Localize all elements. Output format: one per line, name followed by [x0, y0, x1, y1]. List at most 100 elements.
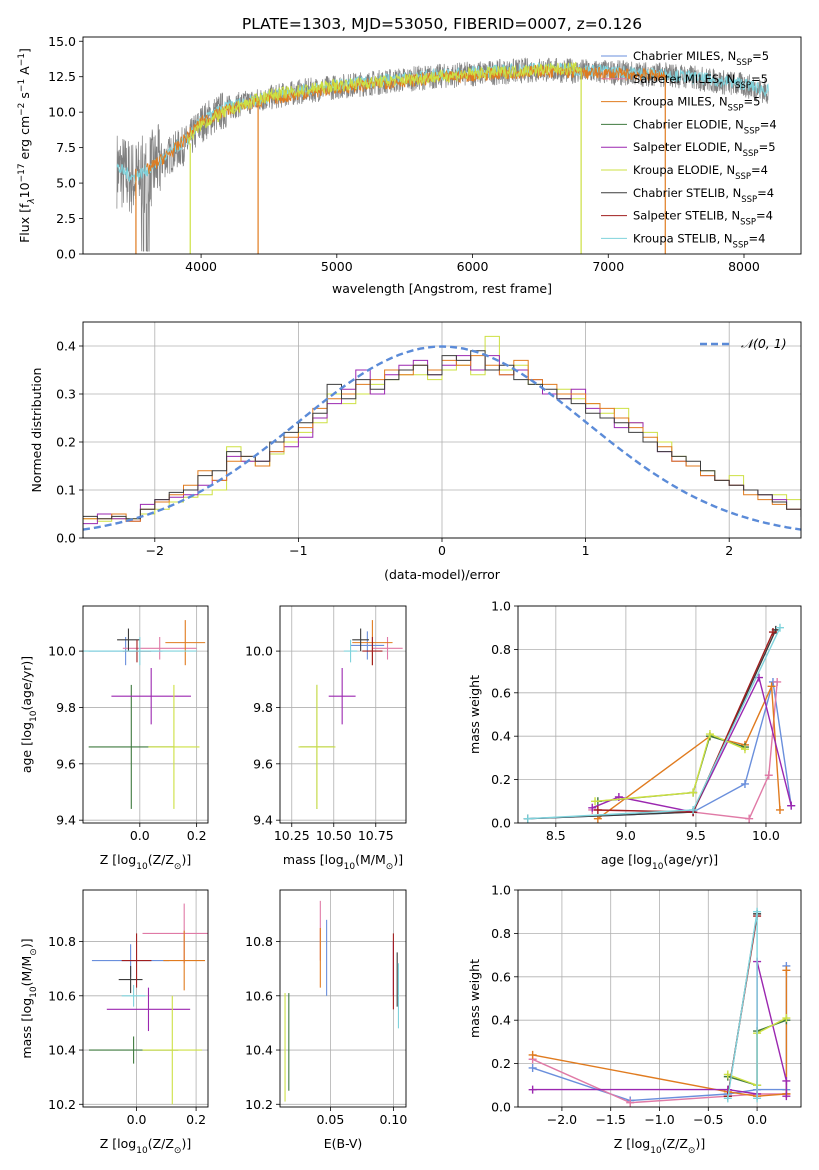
mass-weight-vs-z-panel: −2.0 −1.5 −1.0 −0.5 0.0 0.0 0.2 0.4 0.6 0.8 1.0 Z [… [467, 883, 802, 1156]
histogram-step-line [83, 350, 801, 538]
label-part: −1 [17, 79, 27, 92]
spectrum-panel: 4000 5000 6000 7000 8000 0.0 2.5 5.0 7.5 10.0 12.5… [17, 34, 802, 296]
label-part: )] [181, 852, 191, 867]
errorbar-point [165, 620, 206, 666]
spectrum-legend: Chabrier MILES, NSSP=5 Salpeter MILES, NS… [601, 49, 777, 250]
y-tick-label: 10.4 [245, 1043, 273, 1058]
errorbar-point [111, 668, 191, 725]
weight-plot-area [523, 623, 796, 823]
errorbar-point [148, 684, 200, 809]
x-tick-label: 8000 [728, 259, 760, 274]
legend-sub: SSP [740, 218, 756, 228]
weight-marker [626, 1098, 635, 1107]
weight-plot-area [528, 907, 791, 1107]
axis-label: Z [log10(Z/Z⊙)] [100, 852, 191, 872]
errorbar-point [298, 684, 336, 809]
y-tick-label: 0.3 [56, 387, 76, 402]
y-tick-label: 0.2 [56, 435, 76, 450]
label-part: (age [663, 852, 691, 867]
label-part: Z [log [100, 852, 136, 867]
mass-vs-z-panel: 0.0 0.210.210.410.610.8Z [log10(Z/Z⊙)]mas… [19, 889, 209, 1156]
label-part: Z [log [614, 1136, 650, 1151]
y-tick-label: 10.2 [245, 1097, 273, 1112]
y-tick-label: 0.0 [56, 531, 76, 546]
errorbar-point [83, 637, 197, 666]
weight-marker [782, 1076, 791, 1085]
y-tick-label: 10.4 [48, 1043, 76, 1058]
y-tick-label: 0.4 [56, 339, 76, 354]
errorbar-point [372, 637, 403, 660]
x-tick-label: 0.0 [130, 828, 150, 843]
x-tick-label: −1 [289, 543, 307, 558]
x-tick-label: 4000 [185, 259, 217, 274]
legend-entry-label: Chabrier MILES, NSSP=5 [633, 49, 769, 68]
label-part: E(B-V) [324, 1136, 363, 1151]
weight-marker [528, 1085, 537, 1094]
weight-marker [528, 1050, 537, 1059]
errorbar-plot-area [88, 903, 208, 1105]
weight-marker [768, 628, 777, 637]
label-part: /M [371, 852, 386, 867]
x-tick-label: 10.25 [274, 828, 310, 843]
y-tick-label: 10.2 [48, 1097, 76, 1112]
label-part: (Z [662, 1136, 675, 1151]
legend-text: Salpeter ELODIE, N [633, 140, 743, 154]
weight-marker [689, 788, 698, 797]
weight-marker [593, 805, 602, 814]
errorbar-point [142, 995, 203, 1105]
x-tick-label: −1.0 [644, 1112, 674, 1127]
label-part: (data-model)/error [384, 567, 501, 582]
weight-marker [753, 907, 762, 916]
x-tick-label: 0.0 [127, 1112, 147, 1127]
normal-curve-line [83, 345, 801, 531]
weight-marker [740, 779, 749, 788]
x-tick-label: −2.0 [547, 1112, 577, 1127]
y-tick-label: 0.6 [491, 685, 511, 700]
label-part: 10 [17, 182, 32, 198]
label-part: /Z [161, 1136, 174, 1151]
weight-marker [740, 745, 749, 754]
legend-sub: SSP [736, 58, 752, 68]
x-tick-label: 9.0 [616, 828, 636, 843]
age-vs-z-panel: 0.0 0.29.49.69.810.0Z [log10(Z/Z⊙)]age [l… [19, 605, 209, 872]
residuals-plot-area [83, 335, 801, 538]
y-tick-label: 0.0 [56, 247, 76, 262]
label-part: 10 [650, 1146, 662, 1156]
label-part: ⊙ [174, 862, 182, 872]
legend-sub: SSP [735, 81, 751, 91]
label-part: /M [19, 956, 34, 971]
observed-spectrum-line [116, 57, 769, 252]
y-tick-label: 9.4 [56, 813, 76, 828]
y-tick-label: 0.2 [491, 1056, 511, 1071]
errorbar-point [121, 984, 146, 1007]
label-part: ⊙ [688, 1146, 696, 1156]
legend-entry-label: Salpeter MILES, NSSP=5 [633, 72, 768, 91]
y-tick-label: 10.8 [48, 934, 76, 949]
axis-label: Normed distribution [29, 368, 44, 493]
legend-text: Kroupa ELODIE, N [633, 163, 735, 177]
label-part: age [log [19, 722, 34, 773]
legend-entry-label: Kroupa MILES, NSSP=5 [633, 95, 760, 114]
legend-entry-label: Chabrier STELIB, NSSP=4 [633, 186, 774, 205]
axis-label: wavelength [Angstrom, rest frame] [332, 281, 552, 296]
label-part: −1 [17, 53, 27, 66]
label-part: λ [27, 198, 37, 204]
label-part: )] [393, 852, 403, 867]
label-part: −2 [17, 103, 27, 116]
label-part: 10 [136, 862, 148, 872]
y-tick-label: 0.0 [491, 1100, 511, 1115]
legend-suffix: =4 [756, 209, 773, 223]
errorbar-point [350, 631, 385, 660]
legend-sub: SSP [735, 172, 751, 182]
label-part: 10 [652, 862, 664, 872]
x-tick-label: 5000 [321, 259, 353, 274]
y-tick-label: 12.5 [48, 69, 76, 84]
x-tick-label: −0.5 [693, 1112, 723, 1127]
x-tick-label: 0.2 [187, 828, 207, 843]
errorbar-plot-area [284, 900, 399, 1102]
label-part: )] [181, 1136, 191, 1151]
label-part: )] [19, 656, 34, 666]
y-tick-label: 5.0 [56, 176, 76, 191]
x-tick-label: 8.5 [546, 828, 566, 843]
